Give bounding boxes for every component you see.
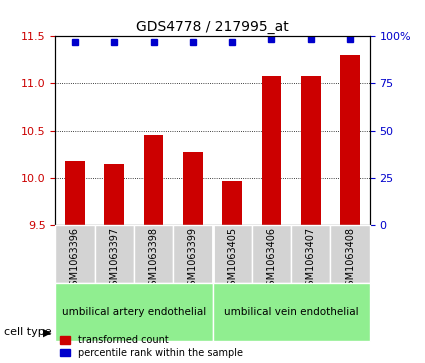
FancyBboxPatch shape (291, 225, 331, 283)
Text: GSM1063405: GSM1063405 (227, 227, 237, 292)
Text: GSM1063398: GSM1063398 (148, 227, 159, 292)
Bar (222, 181, 242, 225)
FancyBboxPatch shape (212, 225, 252, 283)
FancyBboxPatch shape (173, 225, 212, 283)
Text: GSM1063396: GSM1063396 (70, 227, 80, 292)
Text: GSM1063407: GSM1063407 (306, 227, 316, 292)
Title: GDS4778 / 217995_at: GDS4778 / 217995_at (136, 20, 289, 34)
FancyBboxPatch shape (55, 225, 94, 283)
FancyBboxPatch shape (252, 225, 291, 283)
FancyBboxPatch shape (331, 225, 370, 283)
Bar (105, 164, 124, 225)
Legend: transformed count, percentile rank within the sample: transformed count, percentile rank withi… (60, 335, 243, 358)
Bar (262, 76, 281, 225)
FancyBboxPatch shape (94, 225, 134, 283)
Text: umbilical artery endothelial: umbilical artery endothelial (62, 307, 206, 317)
Bar (65, 161, 85, 225)
FancyBboxPatch shape (134, 225, 173, 283)
Bar (301, 76, 320, 225)
Text: GSM1063399: GSM1063399 (188, 227, 198, 292)
Bar (340, 55, 360, 225)
Bar (183, 152, 203, 225)
Text: ▶: ▶ (42, 327, 51, 337)
Text: umbilical vein endothelial: umbilical vein endothelial (224, 307, 358, 317)
FancyBboxPatch shape (212, 283, 370, 341)
Text: GSM1063406: GSM1063406 (266, 227, 277, 292)
Text: cell type: cell type (4, 327, 52, 337)
Text: GSM1063397: GSM1063397 (109, 227, 119, 292)
Bar (144, 135, 163, 225)
Text: GSM1063408: GSM1063408 (345, 227, 355, 292)
FancyBboxPatch shape (55, 283, 212, 341)
